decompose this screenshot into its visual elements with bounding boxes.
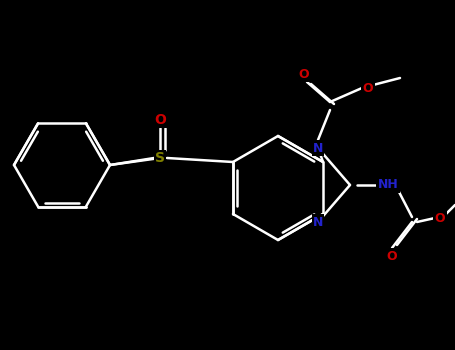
Text: NH: NH (378, 178, 399, 191)
Text: O: O (363, 82, 373, 95)
Text: O: O (298, 68, 309, 80)
Text: O: O (154, 113, 166, 127)
Text: S: S (155, 151, 165, 165)
Text: N: N (313, 216, 323, 229)
Text: O: O (387, 250, 397, 262)
Text: N: N (313, 141, 323, 154)
Text: O: O (435, 211, 445, 224)
